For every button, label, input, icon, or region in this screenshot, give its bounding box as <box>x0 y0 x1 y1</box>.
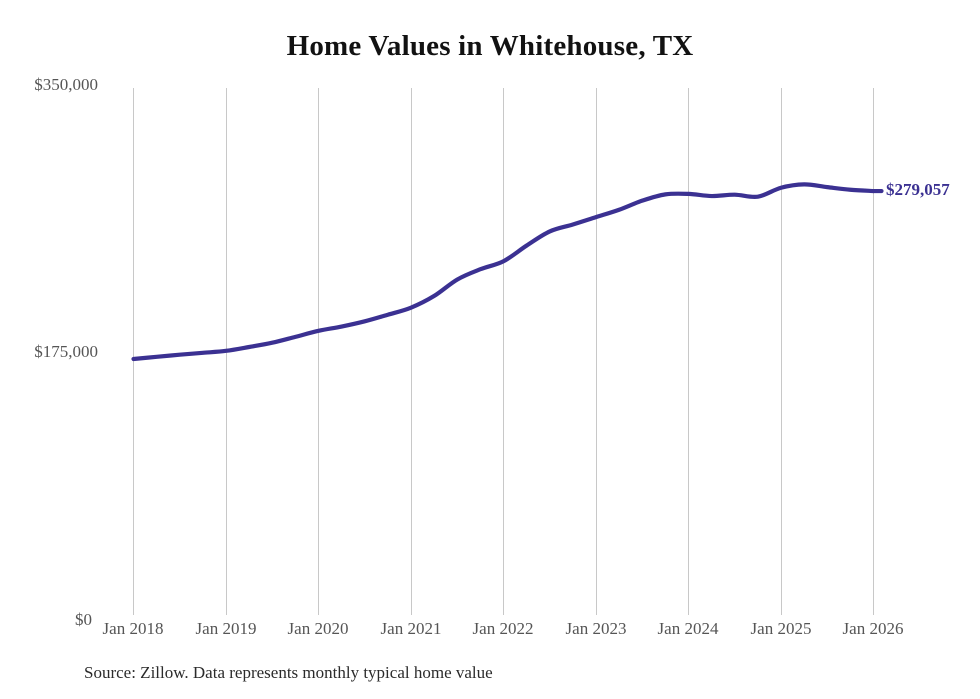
x-axis-tick-jan-2025: Jan 2025 <box>750 619 812 638</box>
x-axis-tick-jan-2018: Jan 2018 <box>102 619 164 638</box>
x-axis-tick-jan-2024: Jan 2024 <box>657 619 719 638</box>
end-value-annotation: $279,057 <box>886 180 950 200</box>
x-axis-tick-jan-2023: Jan 2023 <box>565 619 627 638</box>
y-axis-tick-350000: $350,000 <box>34 75 98 94</box>
y-axis-tick-175000: $175,000 <box>34 342 98 361</box>
chart-title: Home Values in Whitehouse, TX <box>286 30 694 62</box>
x-axis-tick-jan-2021: Jan 2021 <box>380 619 442 638</box>
x-axis-tick-jan-2022: Jan 2022 <box>472 619 534 638</box>
gridlines <box>133 88 874 615</box>
y-axis-tick-0: $0 <box>75 610 92 629</box>
x-axis-tick-jan-2020: Jan 2020 <box>287 619 349 638</box>
x-axis-tick-jan-2019: Jan 2019 <box>195 619 257 638</box>
x-axis-tick-jan-2026: Jan 2026 <box>842 619 904 638</box>
value-line <box>131 182 876 362</box>
source-caption: Source: Zillow. Data represents monthly … <box>84 663 493 682</box>
